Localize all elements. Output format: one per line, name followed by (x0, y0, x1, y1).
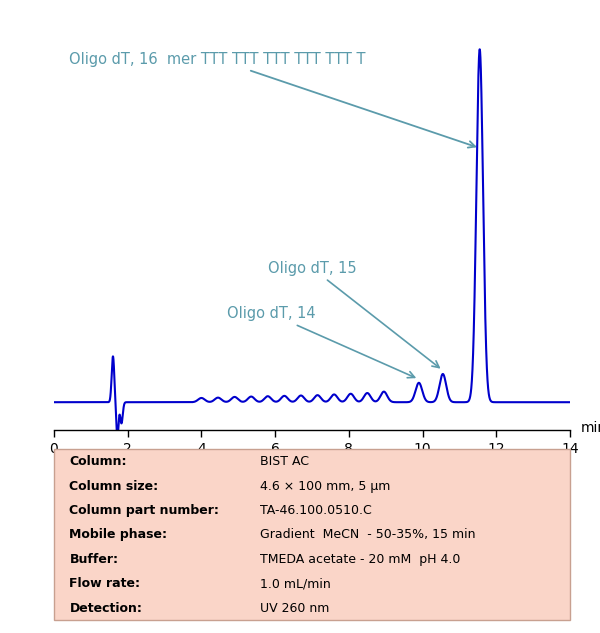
Text: Mobile phase:: Mobile phase: (70, 529, 167, 541)
Text: Flow rate:: Flow rate: (70, 577, 140, 590)
Text: 4.6 × 100 mm, 5 μm: 4.6 × 100 mm, 5 μm (260, 480, 391, 492)
Text: TA-46.100.0510.C: TA-46.100.0510.C (260, 504, 372, 517)
FancyBboxPatch shape (54, 449, 570, 620)
Text: Column part number:: Column part number: (70, 504, 220, 517)
Text: Column:: Column: (70, 455, 127, 468)
Text: TMEDA acetate - 20 mM  pH 4.0: TMEDA acetate - 20 mM pH 4.0 (260, 553, 461, 566)
Text: Column size:: Column size: (70, 480, 158, 492)
Text: Oligo dT, 16  mer TTT TTT TTT TTT TTT T: Oligo dT, 16 mer TTT TTT TTT TTT TTT T (70, 52, 475, 147)
Text: BIST AC: BIST AC (260, 455, 310, 468)
Text: Gradient  MeCN  - 50-35%, 15 min: Gradient MeCN - 50-35%, 15 min (260, 529, 476, 541)
Text: Oligo dT, 15: Oligo dT, 15 (268, 261, 439, 368)
Text: Detection:: Detection: (70, 601, 142, 615)
Text: 1.0 mL/min: 1.0 mL/min (260, 577, 331, 590)
Text: Oligo dT, 14: Oligo dT, 14 (227, 306, 415, 378)
Text: min: min (581, 421, 600, 435)
Text: UV 260 nm: UV 260 nm (260, 601, 330, 615)
Text: Buffer:: Buffer: (70, 553, 118, 566)
